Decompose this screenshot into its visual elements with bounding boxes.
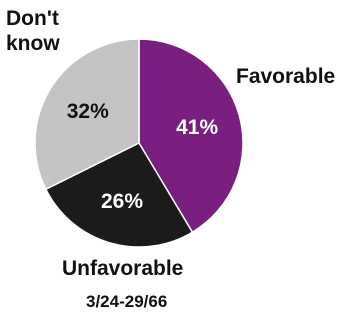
- dont-know-label: Don't know: [6, 7, 60, 55]
- slice-value-unfavorable: 26%: [101, 190, 143, 213]
- slice-value-favorable: 41%: [176, 116, 218, 139]
- date-label: 3/24-29/66: [86, 292, 168, 311]
- slice-value-don-t-know: 32%: [67, 100, 109, 123]
- pie-slice-favorable: [138, 38, 244, 234]
- favorable-label: Favorable: [236, 65, 336, 88]
- unfavorable-label: Unfavorable: [62, 257, 184, 280]
- pie-slice-don-t-know: [34, 38, 140, 191]
- pie-slice-unfavorable: [44, 142, 194, 248]
